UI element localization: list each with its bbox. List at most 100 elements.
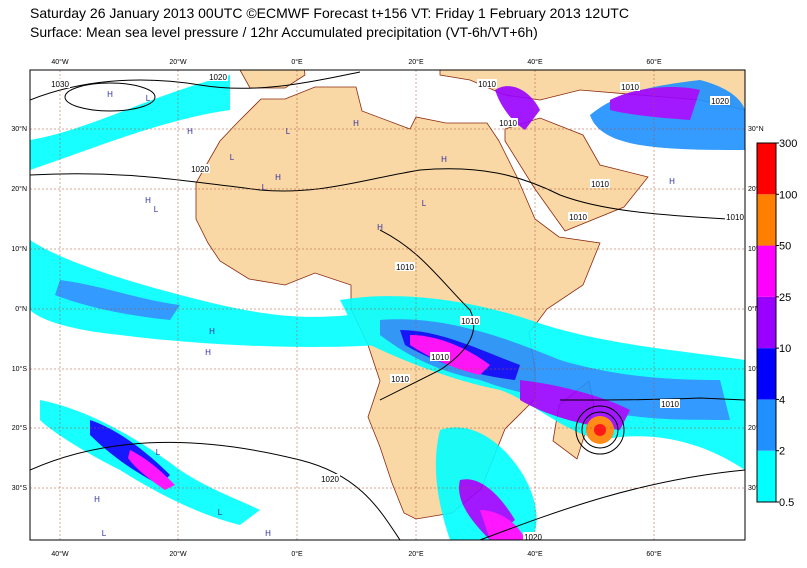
pressure-center: H (107, 90, 113, 99)
pressure-center: L (230, 153, 235, 162)
pressure-center: H (187, 127, 193, 136)
pressure-center: L (146, 94, 151, 103)
pressure-center: H (145, 196, 151, 205)
isobar-label: 1010 (499, 119, 517, 128)
isobar-label-bg (710, 96, 730, 105)
isobar-label: 1020 (711, 97, 729, 106)
lon-label: 20°E (408, 550, 424, 558)
lon-label: 0°E (291, 550, 303, 558)
lon-label: 40°W (51, 550, 69, 558)
pressure-center: H (209, 327, 215, 336)
lon-label: 40°E (527, 550, 543, 558)
pressure-center: H (275, 173, 281, 182)
lon-label: 0°E (291, 58, 303, 66)
lat-label: 10°S (12, 365, 28, 373)
pressure-center: H (441, 155, 447, 164)
pressure-center: L (154, 205, 159, 214)
lon-label: 20°W (169, 550, 187, 558)
colorbar-label: 25 (779, 292, 791, 304)
isobar-label-bg (568, 212, 588, 221)
graticule (30, 70, 745, 540)
isobar-label: 1010 (391, 375, 409, 384)
isobar-label: 1010 (431, 353, 449, 362)
isobars (30, 71, 745, 540)
isobar-label-bg (460, 316, 480, 325)
isobar-label: 1010 (461, 317, 479, 326)
colorbar-label: 10 (779, 343, 791, 355)
isobar-label-bg (208, 72, 228, 81)
isobar-label: 1020 (191, 165, 209, 174)
map-frame (29, 69, 746, 541)
colorbar-segment (757, 348, 776, 400)
isobar-label-bg (50, 79, 70, 88)
colorbar-segment (757, 194, 776, 246)
colorbar-segment (757, 296, 776, 349)
lat-label: 20°N (11, 185, 27, 193)
isobar-label: 1020 (524, 533, 542, 542)
colorbar-label: 0.5 (779, 497, 794, 509)
isobar-label: 1020 (209, 73, 227, 82)
isobar-label-bg (523, 532, 543, 540)
lat-label: 30°S (748, 484, 764, 492)
lat-label: 30°N (11, 125, 27, 133)
pressure-center: H (205, 348, 211, 357)
isobar-label-bg (395, 262, 415, 271)
colorbar-label: 2 (779, 446, 785, 458)
isobar-label: 1010 (591, 180, 609, 189)
lat-label: 30°S (12, 484, 28, 492)
isobar-label-bg (320, 474, 340, 483)
lon-label: 40°E (527, 58, 543, 66)
isobar-label-bg (590, 179, 610, 188)
isobar-label: 1010 (569, 213, 587, 222)
pressure-center: L (262, 183, 267, 192)
isobar-label-bg (725, 212, 745, 221)
colorbar-label: 100 (779, 189, 797, 201)
lat-label: 0°N (748, 305, 760, 313)
isobar-label-bg (477, 79, 497, 88)
subtitle: Surface: Mean sea level pressure / 12hr … (30, 24, 538, 40)
lon-label: 20°W (169, 58, 187, 66)
colorbar-segment (757, 143, 776, 195)
lat-label: 10°S (748, 365, 764, 373)
lat-label: 10°N (748, 245, 764, 253)
title: Saturday 26 January 2013 00UTC ©ECMWF Fo… (30, 5, 629, 21)
pressure-center: L (422, 199, 427, 208)
precipitation (30, 75, 745, 540)
lat-label: 10°N (11, 245, 27, 253)
colorbar-label: 300 (779, 138, 797, 150)
isobar-label: 1010 (478, 80, 496, 89)
isobar-label-bg (430, 352, 450, 361)
colorbar-label: 4 (779, 394, 785, 406)
colorbar-label: 50 (779, 241, 791, 253)
lon-label: 60°E (646, 550, 662, 558)
colorbar-segment (757, 245, 776, 297)
colorbar: 0.5 2 4 10 25 50 100 300 (756, 138, 797, 509)
colorbar-frame (756, 142, 777, 503)
isobar-label: 1020 (321, 475, 339, 484)
pressure-center: H (353, 119, 359, 128)
pressure-center: L (102, 529, 107, 538)
map: 1030 1020 1020 1010 1010 1010 1020 1010 1010 1010… (30, 70, 745, 542)
pressure-center: L (156, 448, 161, 457)
colorbar-segment (757, 450, 776, 502)
lat-label: 20°S (12, 424, 28, 432)
isobar-label: 1010 (726, 213, 744, 222)
isobar-label: 1030 (51, 80, 69, 89)
pressure-center: L (286, 127, 291, 136)
pressure-center: H (94, 495, 100, 504)
isobar-label-bg (660, 399, 680, 408)
pressure-center: H (669, 177, 675, 186)
lon-label: 40°W (51, 58, 69, 66)
isobar-label-bg (190, 164, 210, 173)
isobar-label: 1010 (621, 83, 639, 92)
pressure-center: L (218, 508, 223, 517)
lon-label: 60°E (646, 58, 662, 66)
pressure-center: H (265, 529, 271, 538)
lon-label: 20°E (408, 58, 424, 66)
isobar-label-bg (620, 82, 640, 91)
isobar-label-bg (498, 118, 518, 127)
pressure-center: H (377, 223, 383, 232)
lat-label: 20°S (748, 424, 764, 432)
lat-label: 30°N (748, 125, 764, 133)
